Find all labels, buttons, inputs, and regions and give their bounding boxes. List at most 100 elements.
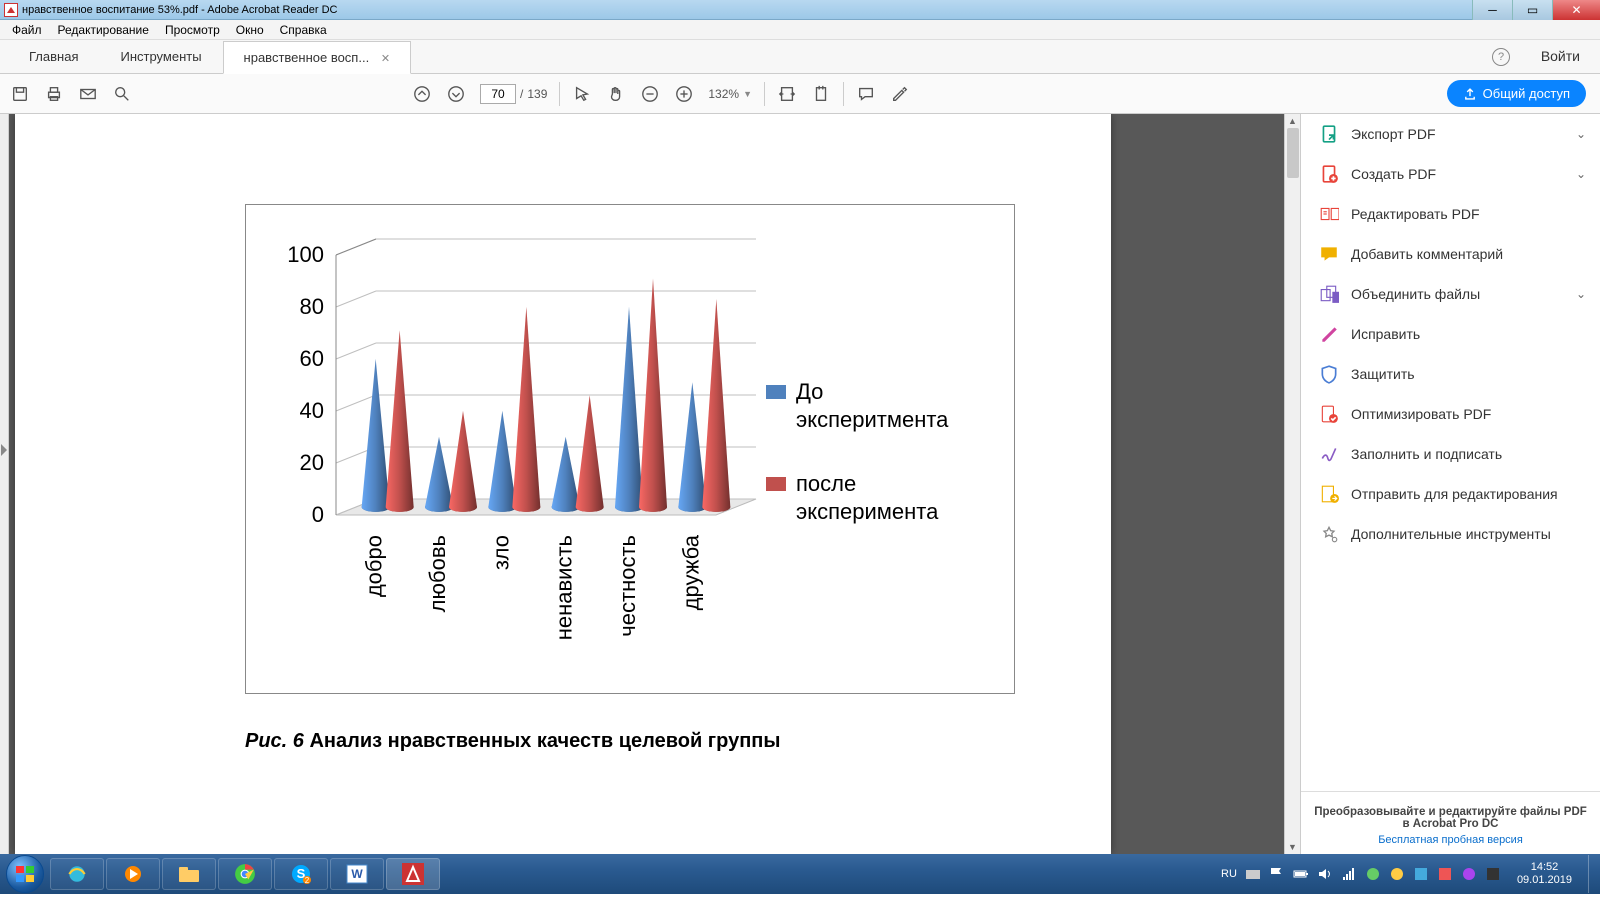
lang-indicator[interactable]: RU	[1221, 868, 1237, 880]
chart-container: 020406080100добролюбовьзлоненавистьчестн…	[245, 204, 1015, 694]
page-input[interactable]	[480, 84, 516, 104]
fit-width-icon[interactable]	[777, 84, 797, 104]
svg-text:эксперитмента: эксперитмента	[796, 407, 949, 432]
tab-close-icon[interactable]: ✕	[381, 53, 390, 65]
svg-text:дружба: дружба	[678, 534, 703, 610]
tools-item-0[interactable]: Экспорт PDF⌄	[1301, 114, 1600, 154]
task-acrobat[interactable]	[386, 858, 440, 890]
redact-icon	[1319, 324, 1339, 344]
tray-icon-6[interactable]	[1485, 866, 1501, 882]
zoom-out-icon[interactable]	[640, 84, 660, 104]
task-chrome[interactable]	[218, 858, 272, 890]
help-icon[interactable]: ?	[1492, 48, 1510, 66]
svg-text:добро: добро	[362, 535, 387, 597]
combine-icon	[1319, 284, 1339, 304]
tray-flag-icon[interactable]	[1269, 866, 1285, 882]
app-icon	[4, 3, 18, 17]
print-icon[interactable]	[44, 84, 64, 104]
window-titlebar: нравственное воспитание 53%.pdf - Adobe …	[0, 0, 1600, 20]
svg-text:20: 20	[300, 450, 324, 475]
tray-network-icon[interactable]	[1341, 866, 1357, 882]
tray-icon-5[interactable]	[1461, 866, 1477, 882]
tab-document[interactable]: нравственное восп... ✕	[223, 41, 411, 74]
tray-camera-icon[interactable]	[1245, 866, 1261, 882]
left-rail[interactable]	[0, 114, 9, 854]
menu-file[interactable]: Файл	[4, 23, 50, 37]
tools-panel: Экспорт PDF⌄Создать PDF⌄Редактировать PD…	[1300, 114, 1600, 854]
svg-text:До: До	[796, 379, 823, 404]
task-media[interactable]	[106, 858, 160, 890]
menu-edit[interactable]: Редактирование	[50, 23, 157, 37]
task-skype[interactable]: S2	[274, 858, 328, 890]
tools-item-10[interactable]: Дополнительные инструменты	[1301, 514, 1600, 554]
create-icon	[1319, 164, 1339, 184]
tab-home[interactable]: Главная	[8, 40, 99, 73]
comment-icon	[1319, 244, 1339, 264]
chart-svg: 020406080100добролюбовьзлоненавистьчестн…	[246, 205, 1016, 695]
minimize-button[interactable]: ─	[1472, 0, 1512, 20]
task-ie[interactable]	[50, 858, 104, 890]
trial-link[interactable]: Бесплатная пробная версия	[1313, 834, 1588, 846]
menu-help[interactable]: Справка	[272, 23, 335, 37]
maximize-button[interactable]: ▭	[1512, 0, 1552, 20]
page-indicator: / 139	[480, 84, 547, 104]
svg-text:60: 60	[300, 346, 324, 371]
save-icon[interactable]	[10, 84, 30, 104]
send-icon	[1319, 484, 1339, 504]
svg-text:зло: зло	[488, 535, 513, 570]
sign-tool-icon[interactable]	[890, 84, 910, 104]
chevron-down-icon: ⌄	[1576, 127, 1586, 141]
hand-icon[interactable]	[606, 84, 626, 104]
document-area: 020406080100добролюбовьзлоненавистьчестн…	[9, 114, 1284, 854]
protect-icon	[1319, 364, 1339, 384]
sign-icon	[1319, 444, 1339, 464]
zoom-in-icon[interactable]	[674, 84, 694, 104]
tools-item-2[interactable]: Редактировать PDF	[1301, 194, 1600, 234]
svg-text:ненависть: ненависть	[552, 535, 577, 640]
comment-icon[interactable]	[856, 84, 876, 104]
chevron-down-icon: ⌄	[1576, 287, 1586, 301]
page-up-icon[interactable]	[412, 84, 432, 104]
search-icon[interactable]	[112, 84, 132, 104]
vertical-scrollbar[interactable]: ▲ ▼	[1284, 114, 1300, 854]
tools-item-3[interactable]: Добавить комментарий	[1301, 234, 1600, 274]
selection-icon[interactable]	[572, 84, 592, 104]
tab-strip: Главная Инструменты нравственное восп...…	[0, 40, 1600, 74]
optimize-icon	[1319, 404, 1339, 424]
signin-link[interactable]: Войти	[1541, 48, 1580, 64]
menu-window[interactable]: Окно	[228, 23, 272, 37]
toolbar: / 139 132% ▼ Общий доступ	[0, 74, 1600, 114]
clock[interactable]: 14:52 09.01.2019	[1509, 861, 1580, 887]
close-button[interactable]: ✕	[1552, 0, 1600, 20]
tools-item-8[interactable]: Заполнить и подписать	[1301, 434, 1600, 474]
page-down-icon[interactable]	[446, 84, 466, 104]
tray-volume-icon[interactable]	[1317, 866, 1333, 882]
svg-text:80: 80	[300, 294, 324, 319]
fit-page-icon[interactable]	[811, 84, 831, 104]
tools-item-7[interactable]: Оптимизировать PDF	[1301, 394, 1600, 434]
show-desktop[interactable]	[1588, 855, 1596, 893]
taskbar: S2 W RU 14:52 09.01.2019	[0, 854, 1600, 894]
tray-icon-1[interactable]	[1365, 866, 1381, 882]
svg-text:0: 0	[312, 502, 324, 527]
menu-view[interactable]: Просмотр	[157, 23, 228, 37]
task-word[interactable]: W	[330, 858, 384, 890]
tools-item-4[interactable]: Объединить файлы⌄	[1301, 274, 1600, 314]
zoom-indicator[interactable]: 132% ▼	[708, 87, 752, 101]
edit-icon	[1319, 204, 1339, 224]
tools-item-9[interactable]: Отправить для редактирования	[1301, 474, 1600, 514]
share-button[interactable]: Общий доступ	[1447, 80, 1586, 107]
tools-item-1[interactable]: Создать PDF⌄	[1301, 154, 1600, 194]
page-total: 139	[527, 87, 547, 101]
mail-icon[interactable]	[78, 84, 98, 104]
task-explorer[interactable]	[162, 858, 216, 890]
tray-icon-3[interactable]	[1413, 866, 1429, 882]
tools-item-6[interactable]: Защитить	[1301, 354, 1600, 394]
tools-item-5[interactable]: Исправить	[1301, 314, 1600, 354]
menu-bar: Файл Редактирование Просмотр Окно Справк…	[0, 20, 1600, 40]
tray-battery-icon[interactable]	[1293, 866, 1309, 882]
tab-tools[interactable]: Инструменты	[99, 40, 222, 73]
start-button[interactable]	[6, 855, 44, 893]
tray-icon-4[interactable]	[1437, 866, 1453, 882]
tray-icon-2[interactable]	[1389, 866, 1405, 882]
